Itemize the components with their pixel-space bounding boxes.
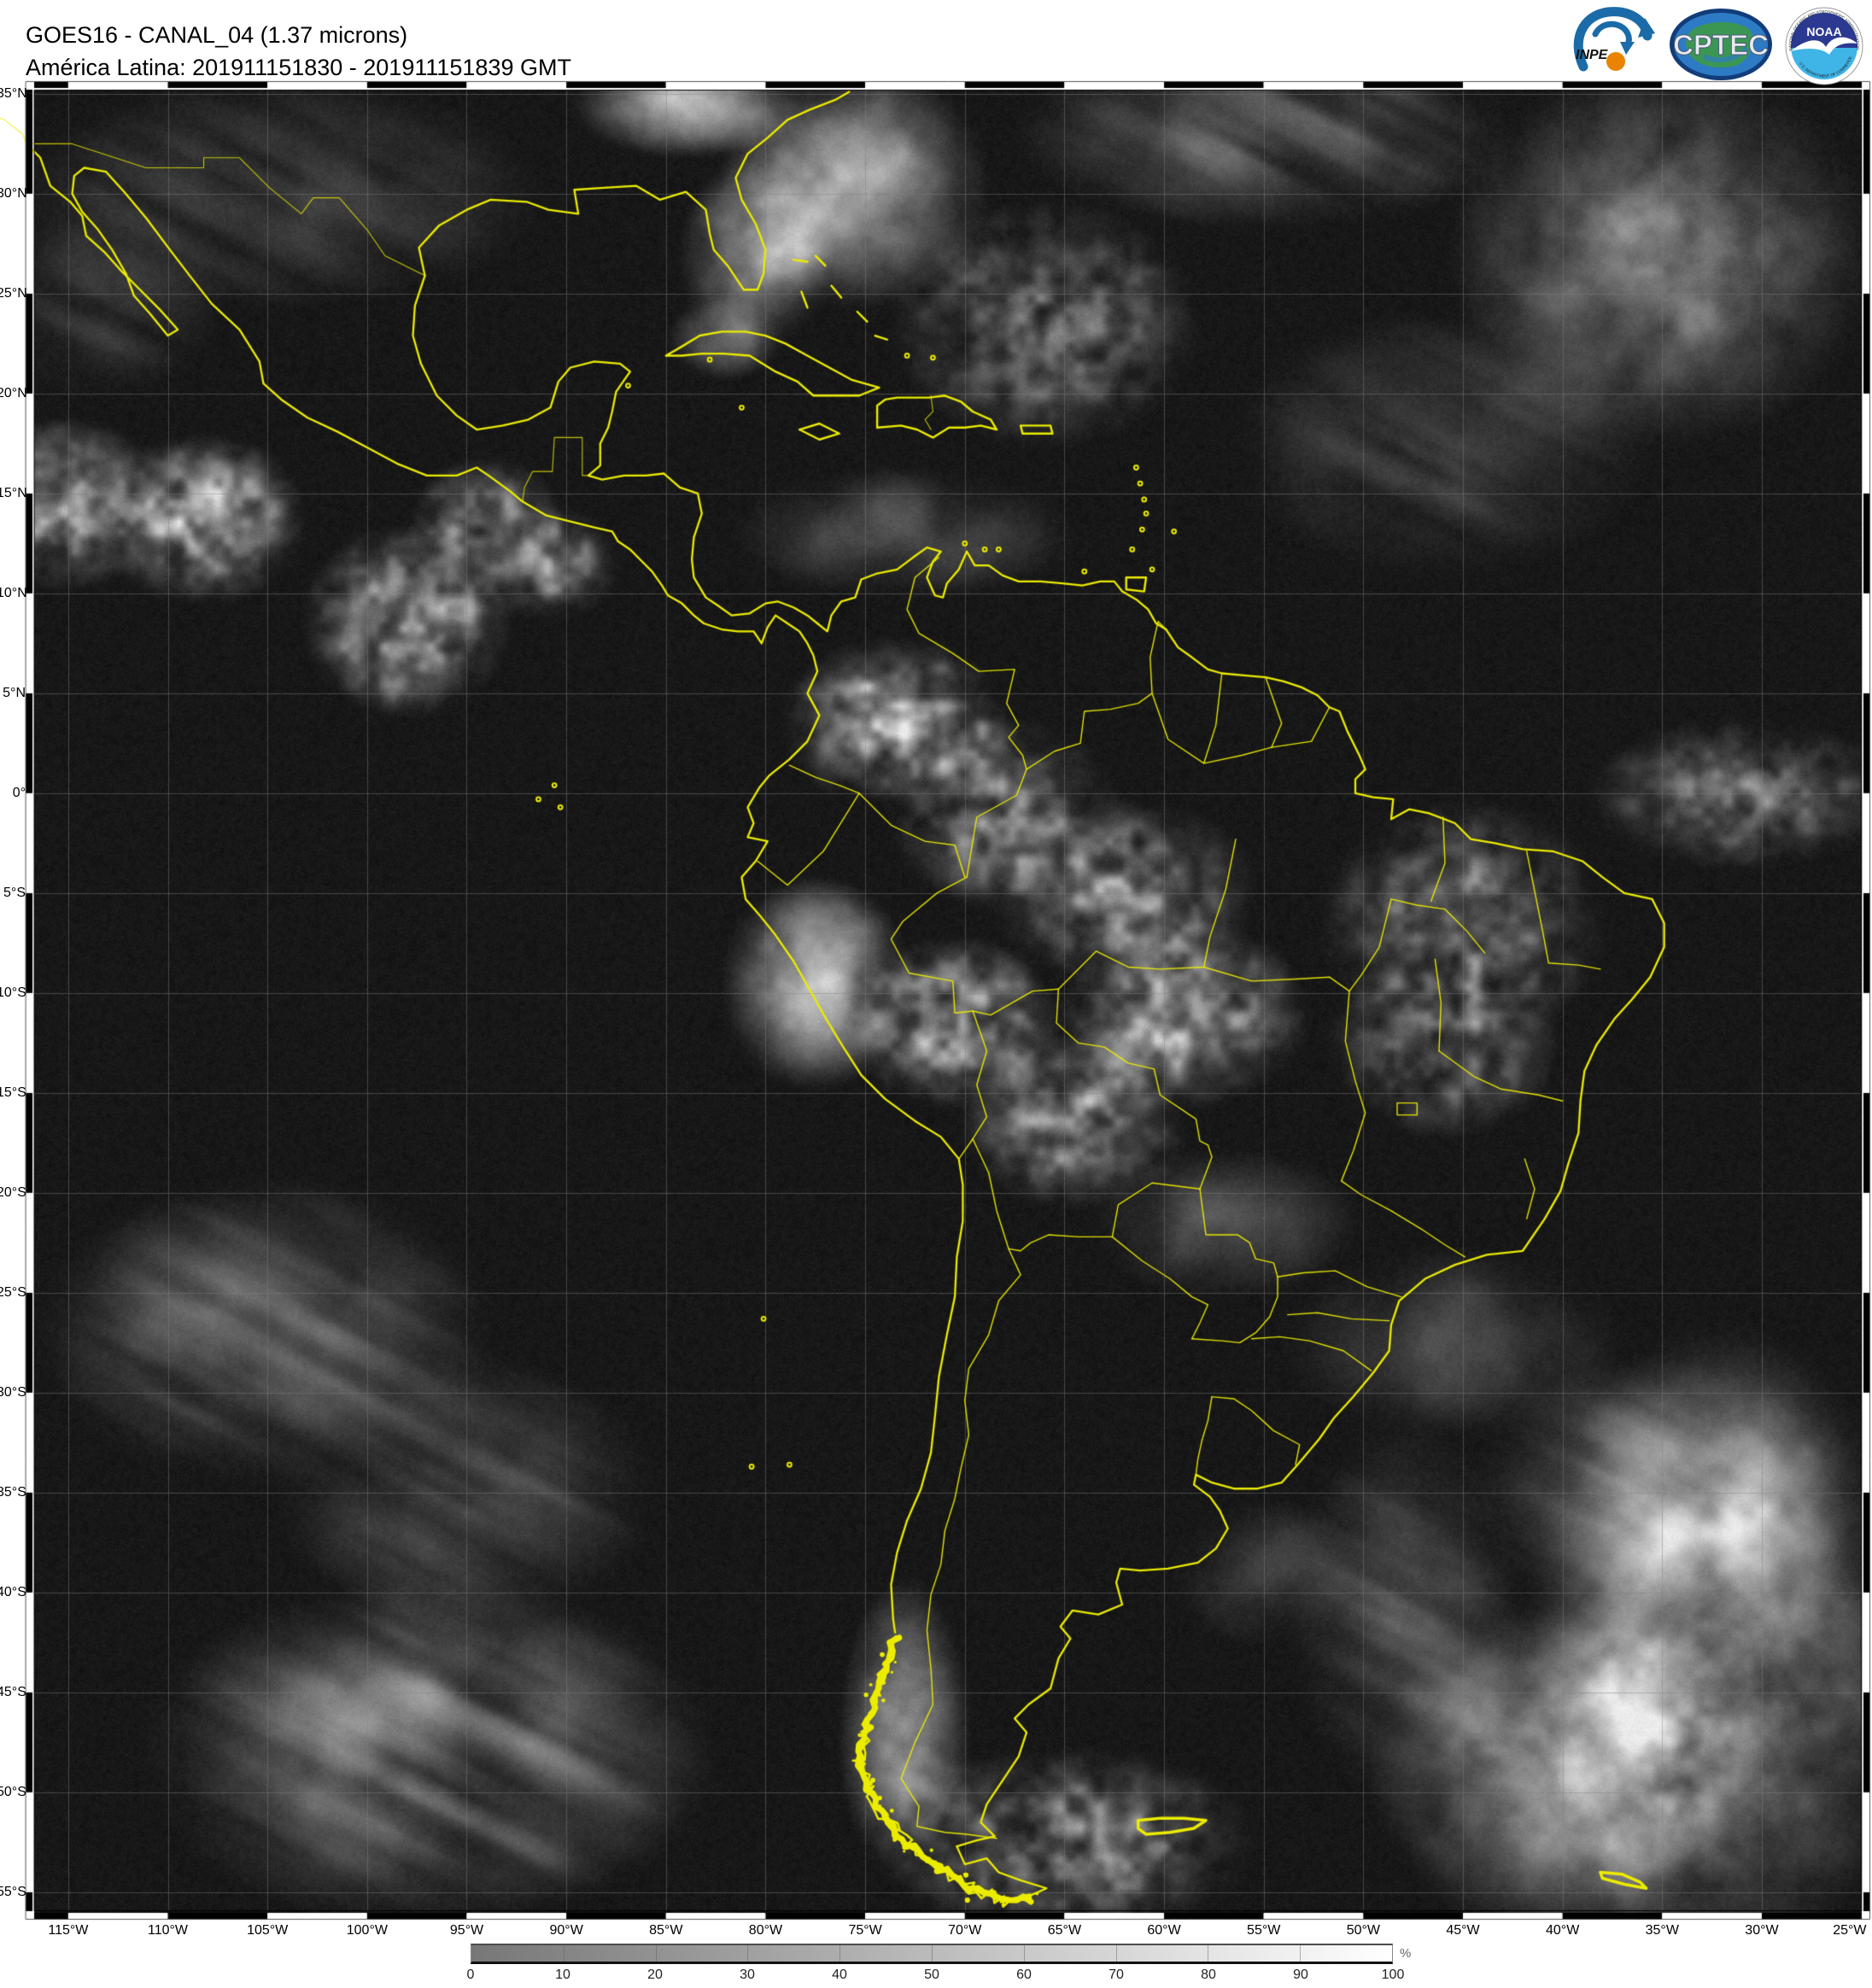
noaa-logo: NOAA NATIONAL OCEANIC AND ATMOSPHERIC AD… xyxy=(1783,5,1865,87)
inpe-orange-dot xyxy=(1606,52,1625,71)
colorbar-unit: % xyxy=(1400,1946,1411,1961)
cptec-logo: CPTEC xyxy=(1665,5,1776,84)
cptec-label: CPTEC xyxy=(1673,29,1769,61)
colorbar-tickline xyxy=(747,1945,748,1962)
colorbar-tickline xyxy=(564,1945,565,1962)
colorbar-tickline xyxy=(656,1945,657,1962)
goes16-satellite-product: GOES16 - CANAL_04 (1.37 microns) América… xyxy=(0,0,1872,1988)
inpe-label: INPE xyxy=(1576,48,1609,62)
header-titles: GOES16 - CANAL_04 (1.37 microns) América… xyxy=(26,19,571,84)
colorbar-tickline xyxy=(1300,1945,1301,1962)
inpe-logo: INPE xyxy=(1566,5,1658,84)
product-title: GOES16 - CANAL_04 (1.37 microns) xyxy=(26,19,571,51)
product-subtitle: América Latina: 201911151830 - 201911151… xyxy=(26,51,571,84)
colorbar-tickline xyxy=(839,1945,840,1962)
colorbar xyxy=(471,1944,1393,1964)
colorbar-tickline xyxy=(1024,1945,1025,1962)
logo-strip: INPE CPTEC NOAA NATIONAL O xyxy=(1566,5,1865,87)
colorbar-tickline xyxy=(932,1945,933,1962)
colorbar-tickline xyxy=(1116,1945,1117,1962)
noaa-label: NOAA xyxy=(1806,25,1841,38)
satellite-map-canvas xyxy=(0,0,1872,1988)
